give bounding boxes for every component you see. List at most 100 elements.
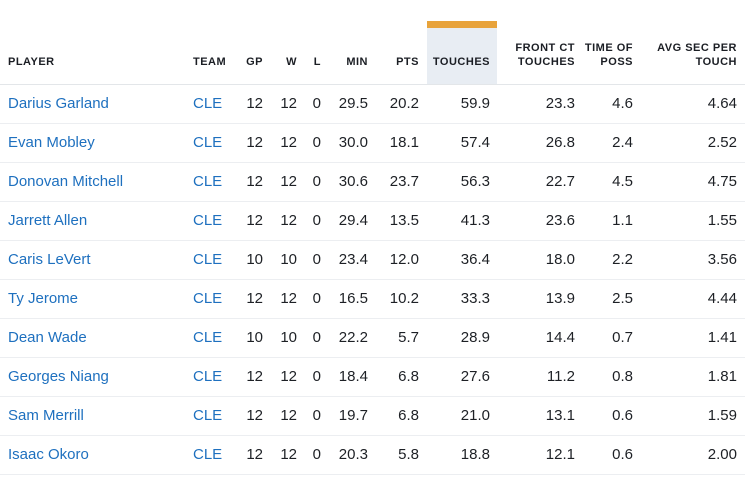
stat-cell-player: Caris LeVert xyxy=(0,240,193,280)
stat-cell-min: 23.4 xyxy=(329,240,376,280)
stat-cell-pts: 23.7 xyxy=(376,162,427,202)
col-header-time_of_poss[interactable]: TIME OF POSS xyxy=(583,0,641,85)
player-link[interactable]: Evan Mobley xyxy=(8,134,95,151)
player-link[interactable]: Caris LeVert xyxy=(8,251,91,268)
stat-cell-avg_sec_per_touch: 4.75 xyxy=(641,162,745,202)
col-header-pts[interactable]: PTS xyxy=(376,0,427,85)
col-header-label: W xyxy=(286,55,297,68)
stat-cell-min: 16.5 xyxy=(329,279,376,319)
col-header-w[interactable]: W xyxy=(271,0,305,85)
stat-cell-team: CLE xyxy=(193,435,237,475)
team-link[interactable]: CLE xyxy=(193,212,223,229)
header-row: PLAYER TEAM GP W L MIN PTS TOUCHES FRONT CT TOUC… xyxy=(0,0,745,85)
stat-cell-w: 12 xyxy=(271,396,305,436)
col-header-label: L xyxy=(313,55,321,68)
team-link[interactable]: CLE xyxy=(193,95,223,112)
stat-cell-l: 0 xyxy=(305,162,329,202)
stat-cell-l: 0 xyxy=(305,279,329,319)
table-row: Donovan Mitchell CLE 12 12 0 30.6 23.7 56.3 22.7… xyxy=(0,162,745,202)
col-header-label: PLAYER xyxy=(8,55,55,68)
stat-cell-team: CLE xyxy=(193,357,237,397)
stat-cell-l: 0 xyxy=(305,357,329,397)
col-header-label: GP xyxy=(246,55,263,68)
stat-cell-touches: 33.3 xyxy=(427,279,497,319)
player-link[interactable]: Georges Niang xyxy=(8,368,109,385)
stat-cell-w: 10 xyxy=(271,240,305,280)
stat-cell-gp: 12 xyxy=(237,435,271,475)
stat-cell-gp: 10 xyxy=(237,318,271,358)
col-header-avg_sec_per_touch[interactable]: AVG SEC PER TOUCH xyxy=(641,0,745,85)
stat-cell-front_ct_touches: 23.3 xyxy=(497,84,583,124)
team-link[interactable]: CLE xyxy=(193,251,223,268)
player-link[interactable]: Jarrett Allen xyxy=(8,212,88,229)
stat-cell-time_of_poss: 0.6 xyxy=(583,396,641,436)
stat-cell-player: Donovan Mitchell xyxy=(0,162,193,202)
stat-cell-front_ct_touches: 26.8 xyxy=(497,123,583,163)
stat-cell-team: CLE xyxy=(193,318,237,358)
col-header-front_ct_touches[interactable]: FRONT CT TOUCHES xyxy=(497,0,583,85)
table-row: Darius Garland CLE 12 12 0 29.5 20.2 59.9 23.3 4.… xyxy=(0,84,745,124)
col-header-gp[interactable]: GP xyxy=(237,0,271,85)
stat-cell-pts: 6.8 xyxy=(376,357,427,397)
team-link[interactable]: CLE xyxy=(193,368,223,385)
player-stats-table: PLAYER TEAM GP W L MIN PTS TOUCHES FRONT CT TOUC… xyxy=(0,0,745,475)
stat-cell-min: 22.2 xyxy=(329,318,376,358)
stat-cell-front_ct_touches: 18.0 xyxy=(497,240,583,280)
team-link[interactable]: CLE xyxy=(193,407,223,424)
stat-cell-avg_sec_per_touch: 4.44 xyxy=(641,279,745,319)
stat-cell-touches: 18.8 xyxy=(427,435,497,475)
stat-cell-player: Georges Niang xyxy=(0,357,193,397)
stat-cell-pts: 12.0 xyxy=(376,240,427,280)
stat-cell-time_of_poss: 2.2 xyxy=(583,240,641,280)
sorted-column-indicator xyxy=(427,21,497,84)
stat-cell-w: 12 xyxy=(271,84,305,124)
team-link[interactable]: CLE xyxy=(193,329,223,346)
stat-cell-gp: 12 xyxy=(237,123,271,163)
col-header-label: AVG SEC PER TOUCH xyxy=(657,41,737,68)
col-header-touches[interactable]: TOUCHES xyxy=(427,0,497,85)
stat-cell-avg_sec_per_touch: 3.56 xyxy=(641,240,745,280)
stat-cell-team: CLE xyxy=(193,279,237,319)
player-link[interactable]: Dean Wade xyxy=(8,329,87,346)
stat-cell-gp: 12 xyxy=(237,396,271,436)
stat-cell-min: 19.7 xyxy=(329,396,376,436)
stat-cell-pts: 10.2 xyxy=(376,279,427,319)
stat-cell-gp: 10 xyxy=(237,240,271,280)
team-link[interactable]: CLE xyxy=(193,446,223,463)
team-link[interactable]: CLE xyxy=(193,134,223,151)
table-row: Caris LeVert CLE 10 10 0 23.4 12.0 36.4 18.0 2.2 3… xyxy=(0,240,745,280)
stat-cell-min: 30.0 xyxy=(329,123,376,163)
stat-cell-time_of_poss: 1.1 xyxy=(583,201,641,241)
stat-cell-l: 0 xyxy=(305,396,329,436)
stat-cell-front_ct_touches: 12.1 xyxy=(497,435,583,475)
stat-cell-team: CLE xyxy=(193,123,237,163)
stat-cell-team: CLE xyxy=(193,201,237,241)
col-header-team[interactable]: TEAM xyxy=(193,0,237,85)
team-link[interactable]: CLE xyxy=(193,173,223,190)
stat-cell-team: CLE xyxy=(193,84,237,124)
stat-cell-front_ct_touches: 22.7 xyxy=(497,162,583,202)
col-header-label: TIME OF POSS xyxy=(584,41,633,68)
col-header-min[interactable]: MIN xyxy=(329,0,376,85)
stat-cell-pts: 20.2 xyxy=(376,84,427,124)
stat-cell-player: Jarrett Allen xyxy=(0,201,193,241)
stat-cell-team: CLE xyxy=(193,162,237,202)
stat-cell-w: 12 xyxy=(271,435,305,475)
stat-cell-pts: 5.7 xyxy=(376,318,427,358)
player-link[interactable]: Donovan Mitchell xyxy=(8,173,124,190)
col-header-l[interactable]: L xyxy=(305,0,329,85)
team-link[interactable]: CLE xyxy=(193,290,223,307)
stat-cell-pts: 5.8 xyxy=(376,435,427,475)
player-link[interactable]: Isaac Okoro xyxy=(8,446,89,463)
player-link[interactable]: Darius Garland xyxy=(8,95,109,112)
stat-cell-player: Isaac Okoro xyxy=(0,435,193,475)
stat-cell-l: 0 xyxy=(305,201,329,241)
player-link[interactable]: Ty Jerome xyxy=(8,290,79,307)
stat-cell-player: Darius Garland xyxy=(0,84,193,124)
col-header-label: FRONT CT TOUCHES xyxy=(515,41,575,68)
col-header-player[interactable]: PLAYER xyxy=(0,0,193,85)
stat-cell-l: 0 xyxy=(305,123,329,163)
player-link[interactable]: Sam Merrill xyxy=(8,407,84,424)
stat-cell-w: 12 xyxy=(271,357,305,397)
stat-cell-gp: 12 xyxy=(237,357,271,397)
